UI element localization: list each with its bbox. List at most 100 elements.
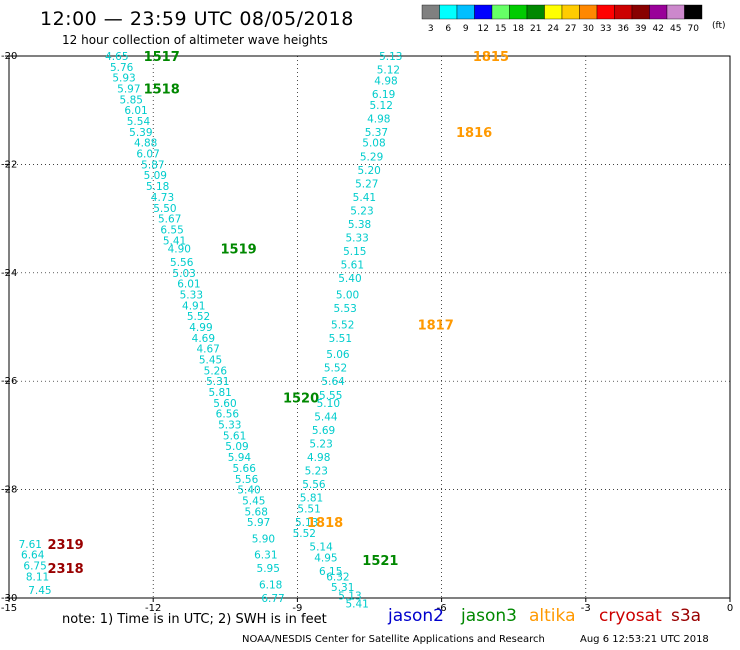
wave-height-value: 5.40: [237, 485, 260, 497]
wave-height-value: 5.37: [365, 127, 388, 139]
wave-height-value: 8.11: [26, 571, 49, 583]
color-scale-label: 39: [635, 24, 647, 34]
color-scale-label: 15: [495, 24, 506, 34]
data-marks: 4.655.765.935.975.856.015.545.394.886.07…: [19, 50, 509, 610]
wave-height-value: 5.97: [117, 84, 140, 96]
color-scale-swatch: [509, 4, 528, 20]
color-scale-legend: 3 6 9 12 15 18 21 24 27 30 33 36 39 42 45 70: [421, 4, 703, 34]
wave-height-value: 6.77: [261, 593, 284, 605]
wave-height-value: 6.18: [259, 579, 282, 591]
wave-height-value: 5.61: [341, 260, 364, 272]
wave-height-value: 7.61: [19, 539, 42, 551]
wave-height-value: 4.65: [105, 51, 128, 63]
wave-height-value: 5.85: [120, 94, 143, 106]
color-scale-label: 3: [428, 24, 434, 34]
axes: -15 -12 -9 -6 -3 0-20-22-24-26-28-30: [1, 51, 733, 614]
pass-label: 1818: [307, 516, 343, 531]
satellite-legend-jason2: jason2: [388, 606, 444, 626]
wave-height-value: 5.52: [331, 319, 354, 331]
wave-height-value: 5.15: [343, 246, 366, 258]
x-tick-label: 0: [727, 603, 733, 614]
pass-label: 2319: [47, 538, 83, 553]
wave-height-value: 6.64: [21, 550, 45, 562]
wave-height-value: 4.98: [307, 452, 330, 464]
wave-height-value: 5.08: [362, 138, 385, 150]
wave-height-value: 6.32: [326, 571, 349, 583]
wave-height-value: 4.95: [314, 552, 337, 564]
x-tick-label: -15: [1, 603, 17, 614]
wave-height-value: 5.52: [324, 363, 347, 375]
pass-label: 1817: [418, 318, 454, 333]
color-scale-label: 21: [530, 24, 541, 34]
wave-height-value: 4.73: [151, 192, 174, 204]
pass-label: 1815: [473, 50, 509, 65]
footer-credit: NOAA/NESDIS Center for Satellite Applica…: [242, 634, 545, 645]
color-scale-label: 6: [445, 24, 451, 34]
color-scale-unit: (ft): [712, 21, 726, 31]
y-tick-label: -30: [1, 593, 17, 604]
wave-height-value: 5.66: [233, 463, 257, 475]
wave-height-value: 5.31: [331, 582, 354, 594]
wave-height-value: 5.61: [223, 430, 246, 442]
wave-height-value: 4.67: [196, 344, 219, 356]
color-scale-label: 45: [670, 24, 681, 34]
footer-timestamp: Aug 6 12:53:21 UTC 2018: [580, 634, 709, 645]
wave-height-value: 5.69: [312, 425, 335, 437]
pass-label: 1521: [362, 554, 398, 569]
color-scale-label: 42: [653, 24, 664, 34]
color-scale-swatch: [579, 4, 598, 20]
color-scale-label: 70: [688, 24, 700, 34]
pass-label: 1520: [283, 391, 319, 406]
satellite-legend-jason3: jason3: [461, 606, 517, 626]
wave-height-value: 5.81: [300, 493, 323, 505]
wave-height-value: 5.23: [350, 205, 373, 217]
color-scale-swatch: [684, 4, 703, 20]
wave-height-value: 5.29: [360, 151, 383, 163]
wave-height-value: 5.90: [252, 533, 275, 545]
wave-height-value: 4.88: [134, 138, 157, 150]
wave-height-value: 4.98: [374, 75, 397, 87]
wave-height-value: 5.93: [112, 73, 135, 85]
wave-height-value: 4.98: [367, 113, 390, 125]
pass-label: 2318: [47, 562, 83, 577]
wave-height-value: 5.68: [245, 506, 268, 518]
wave-height-value: 6.01: [177, 279, 200, 291]
wave-height-value: 5.45: [199, 355, 222, 367]
wave-height-value: 5.26: [204, 365, 228, 377]
color-scale-swatch: [631, 4, 650, 20]
wave-height-value: 6.15: [319, 566, 342, 578]
color-scale-label: 24: [548, 24, 560, 34]
color-scale-swatch: [544, 4, 563, 20]
wave-height-value: 5.45: [242, 495, 265, 507]
wave-height-value: 4.90: [168, 243, 191, 255]
wave-height-value: 5.81: [208, 387, 231, 399]
wave-height-value: 5.41: [353, 192, 376, 204]
color-scale-label: 12: [478, 24, 489, 34]
wave-height-value: 5.31: [206, 376, 229, 388]
wave-height-value: 7.45: [28, 585, 51, 597]
wave-height-value: 5.60: [213, 398, 236, 410]
plot-frame: [8, 55, 731, 599]
wave-height-value: 6.07: [136, 149, 159, 161]
color-scale-label: 18: [513, 24, 525, 34]
wave-height-value: 5.56: [170, 257, 194, 269]
wave-height-value: 5.50: [153, 203, 176, 215]
wave-height-value: 5.09: [144, 170, 167, 182]
wave-height-value: 5.76: [110, 62, 134, 74]
wave-height-value: 5.13: [338, 590, 361, 602]
wave-height-value: 5.52: [187, 311, 210, 323]
wave-height-value: 5.09: [225, 441, 248, 453]
color-scale-swatch: [491, 4, 510, 20]
wave-height-value: 5.94: [228, 452, 252, 464]
y-tick-label: -22: [1, 159, 17, 170]
color-scale-label: 36: [618, 24, 630, 34]
wave-height-value: 6.56: [216, 409, 240, 421]
wave-height-value: 5.13: [295, 517, 318, 529]
y-tick-label: -24: [1, 268, 17, 279]
wave-height-value: 5.51: [329, 333, 352, 345]
wave-height-value: 5.38: [348, 219, 371, 231]
color-scale-swatch: [614, 4, 633, 20]
wave-height-value: 5.56: [235, 474, 259, 486]
wave-height-value: 5.06: [326, 349, 350, 361]
wave-height-value: 5.41: [345, 598, 368, 610]
